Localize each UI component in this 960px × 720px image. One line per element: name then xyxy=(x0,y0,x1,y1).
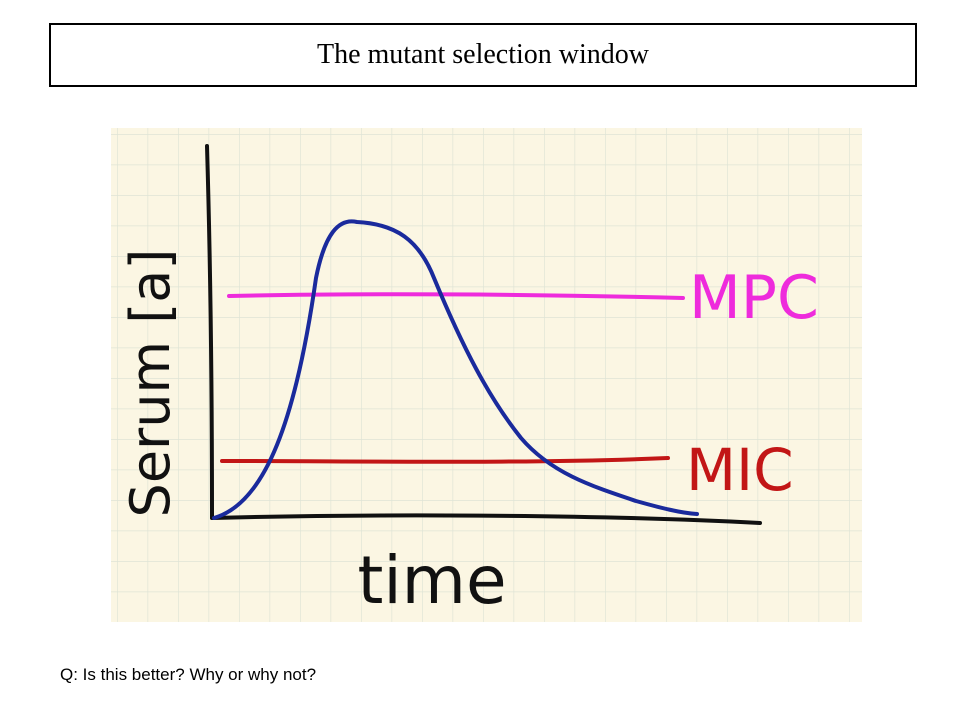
discussion-question: Q: Is this better? Why or why not? xyxy=(60,665,317,684)
concentration-curve xyxy=(212,219,699,520)
graph-grid xyxy=(111,128,862,622)
mic-line xyxy=(220,456,670,464)
slide-title-box: The mutant selection window xyxy=(49,23,917,87)
x-axis xyxy=(210,513,762,525)
y-axis-label: Serum [a] xyxy=(119,249,182,518)
x-axis-label: time xyxy=(357,542,506,619)
mpc-label: MPC xyxy=(689,263,819,333)
mic-label: MIC xyxy=(686,436,794,504)
y-axis xyxy=(205,144,214,520)
slide-title: The mutant selection window xyxy=(316,39,650,70)
hand-drawn-sketch: Serum [a] time MPC MIC xyxy=(111,128,862,622)
mpc-line xyxy=(227,292,685,300)
